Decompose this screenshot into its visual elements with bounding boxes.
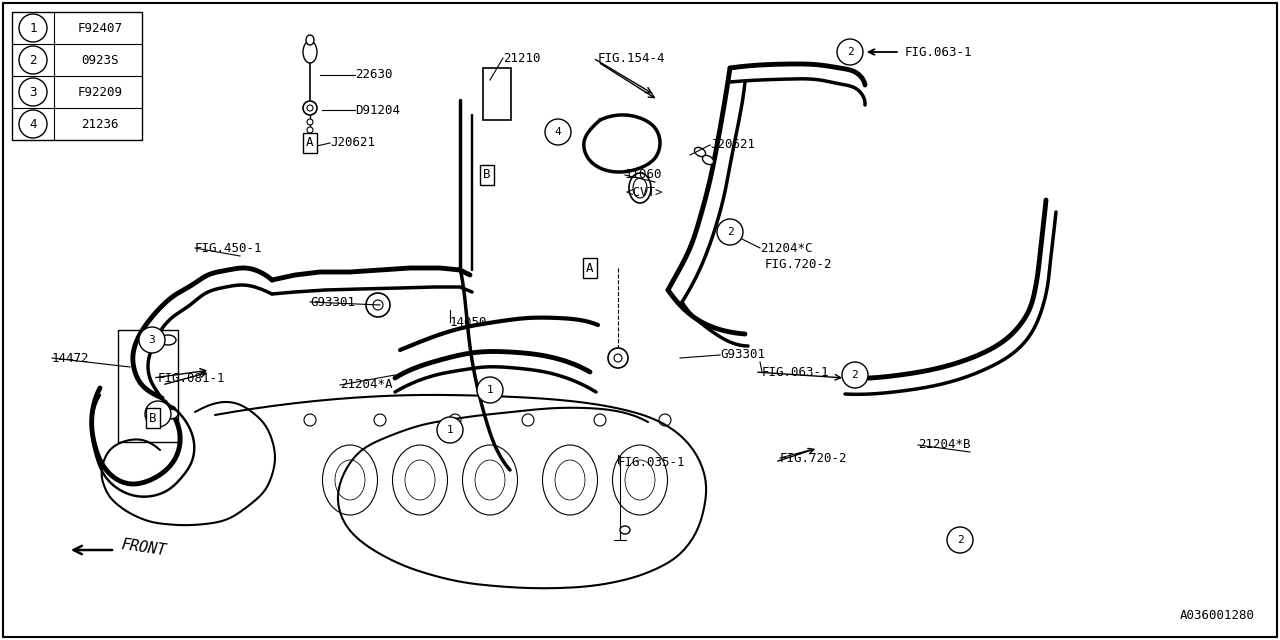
Circle shape — [307, 105, 314, 111]
Text: 1: 1 — [447, 425, 453, 435]
Text: 2: 2 — [956, 535, 964, 545]
Circle shape — [145, 401, 172, 427]
Circle shape — [19, 110, 47, 138]
Text: FIG.450-1: FIG.450-1 — [195, 241, 262, 255]
Bar — [118, 330, 178, 442]
Text: 14472: 14472 — [52, 351, 90, 365]
Circle shape — [614, 354, 622, 362]
Circle shape — [307, 135, 314, 141]
Text: 21204*A: 21204*A — [340, 378, 393, 392]
Text: FIG.154-4: FIG.154-4 — [598, 51, 666, 65]
Text: FIG.063-1: FIG.063-1 — [762, 365, 829, 378]
Text: 1: 1 — [29, 22, 37, 35]
Circle shape — [436, 417, 463, 443]
Text: 0923S: 0923S — [81, 54, 119, 67]
Circle shape — [303, 101, 317, 115]
Circle shape — [307, 119, 314, 125]
Ellipse shape — [695, 147, 705, 157]
Text: 11060: 11060 — [625, 168, 663, 182]
Text: F92407: F92407 — [78, 22, 123, 35]
Circle shape — [717, 219, 742, 245]
Circle shape — [608, 348, 628, 368]
Text: J20621: J20621 — [330, 136, 375, 150]
Text: 14050: 14050 — [451, 316, 488, 328]
Text: 2: 2 — [727, 227, 733, 237]
Ellipse shape — [634, 178, 646, 198]
Circle shape — [366, 293, 390, 317]
Circle shape — [19, 46, 47, 74]
Text: A: A — [306, 136, 314, 150]
Circle shape — [307, 127, 314, 133]
Circle shape — [19, 78, 47, 106]
Circle shape — [307, 143, 314, 149]
Ellipse shape — [703, 156, 713, 164]
Text: 3: 3 — [148, 335, 155, 345]
Text: B: B — [484, 168, 490, 182]
Text: A036001280: A036001280 — [1180, 609, 1254, 622]
Text: FIG.035-1: FIG.035-1 — [618, 456, 686, 470]
Circle shape — [140, 327, 165, 353]
Text: D91204: D91204 — [355, 104, 399, 116]
Text: FIG.720-2: FIG.720-2 — [780, 451, 847, 465]
Text: J20621: J20621 — [710, 138, 755, 152]
Bar — [483, 68, 511, 120]
Text: G93301: G93301 — [719, 349, 765, 362]
Text: 3: 3 — [29, 86, 37, 99]
Text: 2: 2 — [851, 370, 859, 380]
Text: 21210: 21210 — [503, 51, 540, 65]
Text: FIG.081-1: FIG.081-1 — [157, 371, 225, 385]
Text: 21204*B: 21204*B — [918, 438, 970, 451]
Text: 21204*C: 21204*C — [760, 241, 813, 255]
Circle shape — [372, 300, 383, 310]
Text: 2: 2 — [846, 47, 854, 57]
Text: 22630: 22630 — [355, 68, 393, 81]
Ellipse shape — [303, 41, 317, 63]
Circle shape — [545, 119, 571, 145]
Ellipse shape — [160, 335, 177, 345]
Text: FRONT: FRONT — [120, 538, 168, 559]
Text: F92209: F92209 — [78, 86, 123, 99]
Text: A: A — [586, 262, 594, 275]
Ellipse shape — [163, 409, 178, 419]
Circle shape — [947, 527, 973, 553]
Text: 4: 4 — [554, 127, 562, 137]
Ellipse shape — [620, 526, 630, 534]
Text: G93301: G93301 — [310, 296, 355, 308]
Text: B: B — [150, 412, 156, 424]
Text: FIG.063-1: FIG.063-1 — [905, 45, 973, 58]
Circle shape — [19, 14, 47, 42]
Text: FIG.720-2: FIG.720-2 — [765, 259, 832, 271]
Circle shape — [477, 377, 503, 403]
Ellipse shape — [306, 35, 314, 45]
Circle shape — [842, 362, 868, 388]
Circle shape — [837, 39, 863, 65]
Text: 2: 2 — [29, 54, 37, 67]
Bar — [12, 12, 142, 140]
Ellipse shape — [628, 173, 652, 203]
Text: 21236: 21236 — [81, 118, 119, 131]
Text: 1: 1 — [486, 385, 493, 395]
Text: <CVT>: <CVT> — [625, 186, 663, 200]
Text: 3: 3 — [155, 409, 161, 419]
Text: 4: 4 — [29, 118, 37, 131]
